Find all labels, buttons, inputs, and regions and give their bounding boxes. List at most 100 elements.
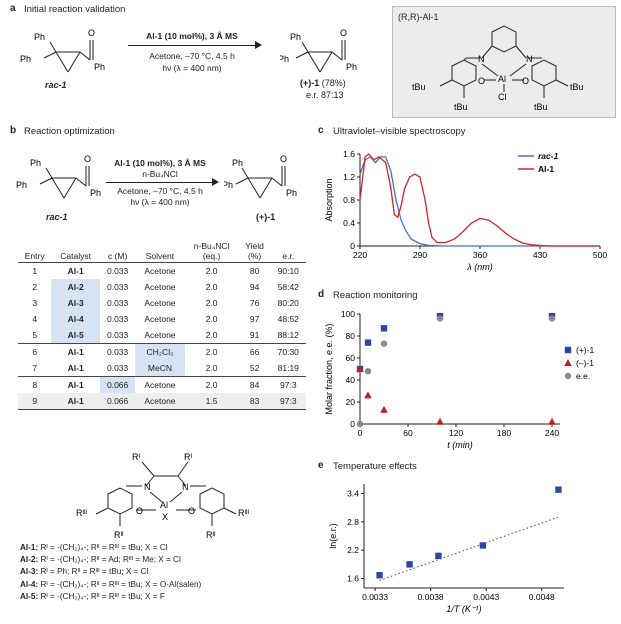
table-header: Catalyst [51,240,100,263]
x-tick-label: 0.0043 [473,592,499,602]
svg-text:Al: Al [498,74,506,84]
data-point-circle [356,420,364,428]
table-cell: 8 [18,376,52,393]
y-tick-label: 2.2 [347,545,359,555]
panel-e-title: Temperature effects [333,461,417,472]
table-cell: 90:10 [277,266,299,276]
arrow-head-icon [212,178,219,186]
x-tick-label: 290 [413,250,427,260]
panel-d-title: Reaction monitoring [333,290,418,301]
svg-text:Ph: Ph [30,158,41,168]
product-structure-b: Ph Ph O Ph [224,154,297,199]
table-header: n-Bu₄NCl (eq.) [184,240,239,263]
data-point-circle [364,368,372,375]
svg-text:Rᴵᴵ: Rᴵᴵ [206,530,216,540]
data-point-triangle [380,405,388,413]
table-cell: Al-1 [51,393,100,410]
data-point-circle [380,340,388,347]
cond-a-1: Al-1 (10 mol%), 3 Å MS [146,31,238,41]
svg-text:O: O [280,154,287,164]
svg-text:O: O [136,506,143,516]
svg-text:Ph: Ph [232,158,243,168]
table-header: e.r. [270,240,306,263]
table-cell: Al-5 [51,327,100,344]
svg-text:Rᴵ: Rᴵ [184,452,192,462]
x-tick-label: 120 [449,428,463,438]
reactant-structure-b: Ph Ph O Ph [16,154,101,199]
table-cell: 1.5 [184,393,239,410]
svg-text:N: N [478,54,485,64]
svg-text:O: O [522,76,529,86]
x-tick-label: 60 [403,428,413,438]
data-point-square [364,339,372,346]
y-tick-label: 3.4 [347,488,359,498]
table-cell: Acetone [144,298,176,308]
data-point-square [564,346,572,354]
table-cell: Al-1 [67,363,84,373]
table-cell: 0.033 [106,282,129,292]
svg-text:Rᴵ: Rᴵ [132,452,140,462]
table-cell: 7 [32,363,38,373]
svg-text:Al: Al [160,500,168,510]
x-tick-label: 0.0048 [529,592,555,602]
svg-text:Rᴵᴵ: Rᴵᴵ [114,530,124,540]
table-header: Solvent [135,240,185,263]
svg-text:tBu: tBu [570,82,584,92]
svg-text:Rᴵᴵᴵ: Rᴵᴵᴵ [76,508,88,518]
svg-text:Rᴵᴵᴵ: Rᴵᴵᴵ [238,508,250,518]
product-label-a: (+)-1 [300,78,320,88]
cond-a-3: hν (λ = 400 nm) [162,63,222,73]
svg-text:Ph: Ph [346,62,357,72]
y-tick-label: 0.8 [343,195,355,205]
table-cell: Acetone [135,393,185,410]
y-tick-label: 0 [350,419,355,429]
table-cell: 0.033 [99,343,136,360]
table-cell: 2.0 [184,376,239,393]
y-tick-label: 100 [341,309,355,319]
panel-b-title: Reaction optimization [24,126,115,137]
table-cell: CH₂Cl₂ [135,343,185,360]
table-row: 1 Al-1 0.033 Acetone 2.0 80 90:10 [18,263,306,280]
data-point-square [435,552,442,560]
svg-text:O: O [340,28,347,38]
table-cell: 1 [32,266,38,276]
svg-text:tBu: tBu [534,102,548,112]
table-row: 4 Al-4 0.033 Acetone 2.0 97 48:52 [18,311,306,327]
svg-text:O: O [84,154,91,164]
table-cell: 70:30 [270,343,306,360]
general-catalyst-structure: Rᴵ Rᴵ N N Al X O O Rᴵᴵᴵ Rᴵᴵᴵ Rᴵᴵ Rᴵᴵ [76,452,250,540]
y-tick-label: 80 [346,331,356,341]
table-cell: 83 [238,393,271,410]
data-point-square [555,486,562,493]
svg-text:N: N [182,482,189,492]
optimization-table: Entry Catalyst c (M) Solvent n-Bu₄NCl (e… [18,240,306,410]
table-cell: MeCN [135,360,185,377]
svg-text:O: O [188,506,195,516]
table-cell: 0.033 [106,314,129,324]
data-point-circle [436,315,444,322]
ph-label: Ph [34,32,45,42]
legend-label: (–)-1 [576,358,594,368]
catalyst-definitions: Al-1: Rᴵ = -(CH₂)₄-; Rᴵᴵ = Rᴵᴵᴵ = tBu; X… [20,542,201,603]
table-cell: 2.0 [205,266,218,276]
table-cell: Al-3 [51,295,100,311]
table-cell: 58:42 [277,282,299,292]
data-point-square [380,325,388,332]
table-cell: 2.0 [205,298,218,308]
x-tick-label: 500 [593,250,607,260]
data-point-square [376,572,383,579]
panel-b-letter: b [10,125,17,136]
data-point-triangle [364,391,372,399]
table-cell: 0.066 [99,393,136,410]
temperature-chart: 0.0033 0.0038 0.0043 0.0048 1.6 2.2 2.8 3.4 1/T … [328,484,564,614]
table-cell: 66 [238,343,271,360]
svg-text:tBu: tBu [412,82,426,92]
data-point-triangle [564,359,572,366]
table-cell: 2.0 [205,314,218,324]
x-tick-label: 180 [497,428,511,438]
catalyst-label: (R,R)-Al-1 [398,12,439,22]
table-cell: 80 [249,266,260,276]
table-row: 7 Al-1 0.033 MeCN 2.0 52 81:19 [18,360,306,377]
y-axis-label: Absorption [324,178,334,221]
y-tick-label: 20 [346,397,356,407]
